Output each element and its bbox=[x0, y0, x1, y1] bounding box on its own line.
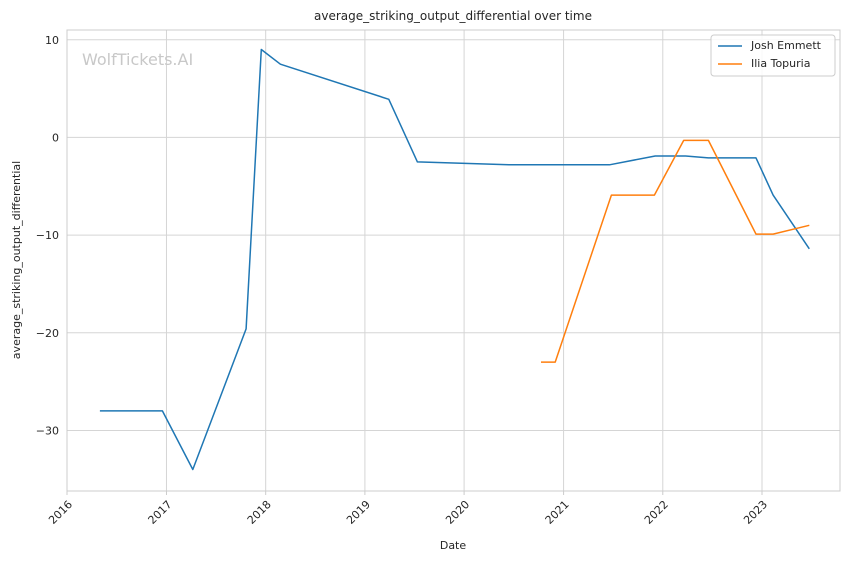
chart-title: average_striking_output_differential ove… bbox=[314, 9, 592, 23]
y-tick-label: 0 bbox=[52, 131, 59, 144]
x-tick-label: 2018 bbox=[245, 498, 274, 527]
legend: Josh Emmett Ilia Topuria bbox=[710, 34, 836, 77]
x-axis-ticks: 2016 2017 2018 2019 2020 2021 2022 2023 bbox=[46, 491, 770, 527]
series-line-josh-emmett bbox=[99, 48, 810, 471]
grid bbox=[66, 30, 840, 491]
x-tick-label: 2020 bbox=[443, 498, 472, 527]
x-axis-label: Date bbox=[440, 539, 467, 552]
y-tick-label: −30 bbox=[36, 424, 59, 437]
series-line-ilia-topuria bbox=[541, 139, 810, 363]
x-tick-label: 2017 bbox=[146, 498, 175, 527]
y-axis-label: average_striking_output_differential bbox=[10, 161, 23, 359]
y-axis-ticks: 10 0 −10 −20 −30 bbox=[36, 34, 59, 438]
plot-frame bbox=[66, 29, 841, 492]
legend-label-ilia-topuria: Ilia Topuria bbox=[751, 57, 810, 70]
legend-label-josh-emmett: Josh Emmett bbox=[750, 39, 822, 52]
x-tick-label: 2021 bbox=[543, 498, 572, 527]
y-tick-label: 10 bbox=[45, 34, 59, 47]
x-tick-label: 2022 bbox=[642, 498, 671, 527]
y-tick-label: −10 bbox=[36, 229, 59, 242]
x-tick-label: 2016 bbox=[46, 498, 75, 527]
watermark: WolfTickets.AI bbox=[82, 50, 193, 69]
x-tick-label: 2019 bbox=[344, 498, 373, 527]
series-lines bbox=[99, 48, 810, 471]
y-tick-label: −20 bbox=[36, 327, 59, 340]
x-tick-label: 2023 bbox=[741, 498, 770, 527]
